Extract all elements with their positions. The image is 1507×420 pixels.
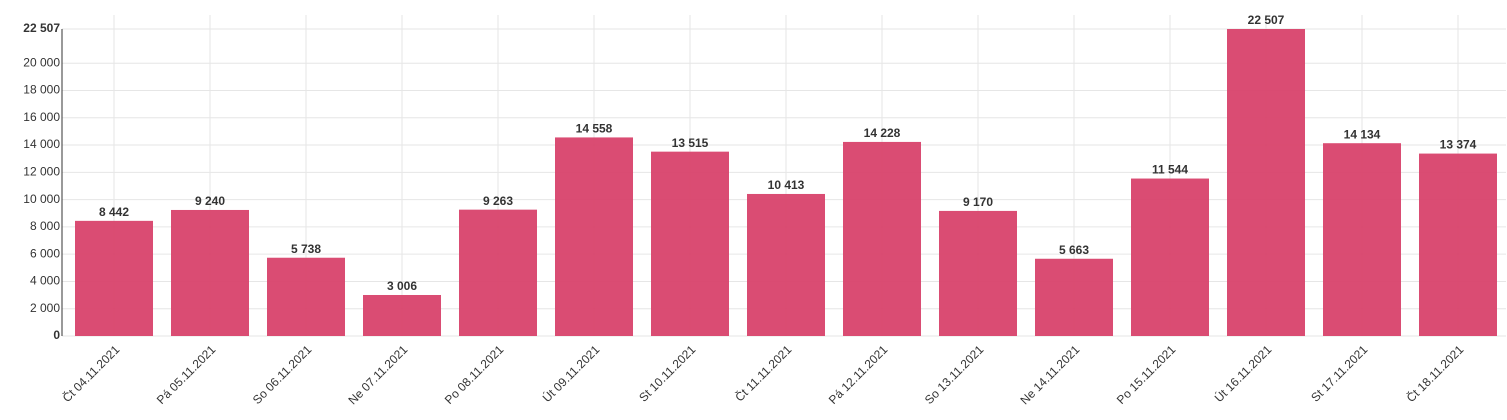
bar <box>939 210 1017 336</box>
x-tick-label: So 13.11.2021 <box>922 342 987 407</box>
value-label: 11 544 <box>1152 163 1188 177</box>
bar <box>1035 258 1113 336</box>
value-label: 9 170 <box>963 195 993 209</box>
y-tick-label: 8 000 <box>30 219 60 233</box>
value-label: 22 507 <box>1248 13 1285 27</box>
y-tick-label: 10 000 <box>23 192 60 206</box>
y-tick-label: 2 000 <box>30 301 60 315</box>
bar <box>1227 29 1305 336</box>
x-tick-label: Čt 11.11.2021 <box>732 342 795 405</box>
value-label: 8 442 <box>99 205 129 219</box>
bar <box>267 257 345 336</box>
y-tick-label: 20 000 <box>23 55 60 69</box>
x-tick-label: St 10.11.2021 <box>636 342 698 404</box>
value-label: 13 374 <box>1440 138 1477 152</box>
bar <box>1131 178 1209 336</box>
y-tick-label: 12 000 <box>23 164 60 178</box>
x-tick-label: Ne 07.11.2021 <box>345 342 410 407</box>
value-label: 9 263 <box>483 194 513 208</box>
bar <box>75 220 153 336</box>
y-tick-label: 16 000 <box>23 110 60 124</box>
bar <box>651 151 729 336</box>
x-tick-label: Čt 18.11.2021 <box>1403 342 1467 406</box>
x-tick-label: St 17.11.2021 <box>1308 342 1370 404</box>
y-tick-label: 18 000 <box>23 83 60 97</box>
x-tick-label: Pá 05.11.2021 <box>154 342 219 407</box>
x-tick-label: Út 16.11.2021 <box>1211 342 1275 406</box>
y-tick-label: 6 000 <box>30 246 60 260</box>
value-label: 10 413 <box>768 178 805 192</box>
bar <box>747 193 825 336</box>
bar <box>363 294 441 336</box>
y-tick-label: 22 507 <box>23 21 60 35</box>
bar <box>1323 143 1401 336</box>
value-label: 3 006 <box>387 279 417 293</box>
value-label: 14 134 <box>1344 127 1381 141</box>
x-tick-label: Po 08.11.2021 <box>442 342 507 407</box>
value-label: 13 515 <box>672 136 709 150</box>
y-tick-label: 0 <box>53 328 60 342</box>
bar <box>171 209 249 336</box>
y-tick-label: 4 000 <box>30 274 60 288</box>
bar <box>1419 153 1497 336</box>
x-tick-label: So 06.11.2021 <box>250 342 315 407</box>
bar <box>555 137 633 336</box>
value-label: 5 738 <box>291 242 321 256</box>
x-tick-label: Po 15.11.2021 <box>1114 342 1179 407</box>
x-tick-label: Pá 12.11.2021 <box>826 342 891 407</box>
x-tick-label: Ne 14.11.2021 <box>1017 342 1082 407</box>
y-tick-label: 14 000 <box>23 137 60 151</box>
value-label: 14 558 <box>576 122 613 136</box>
x-tick-label: Út 09.11.2021 <box>539 342 603 406</box>
bar <box>459 209 537 336</box>
value-label: 9 240 <box>195 194 225 208</box>
x-tick-label: Čt 04.11.2021 <box>59 342 123 406</box>
value-label: 5 663 <box>1059 243 1089 257</box>
value-label: 14 228 <box>864 126 901 140</box>
bar <box>843 141 921 336</box>
